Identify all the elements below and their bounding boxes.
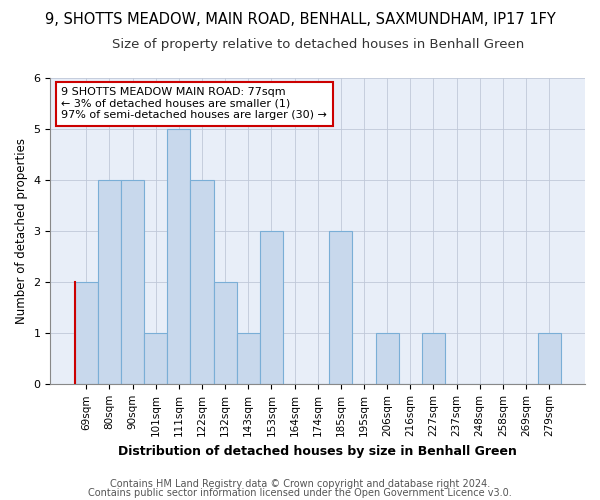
Bar: [144, 334, 167, 384]
Text: 9, SHOTTS MEADOW, MAIN ROAD, BENHALL, SAXMUNDHAM, IP17 1FY: 9, SHOTTS MEADOW, MAIN ROAD, BENHALL, SA…: [44, 12, 556, 28]
Bar: [75, 282, 98, 384]
Title: Size of property relative to detached houses in Benhall Green: Size of property relative to detached ho…: [112, 38, 524, 51]
Bar: [190, 180, 214, 384]
Y-axis label: Number of detached properties: Number of detached properties: [15, 138, 28, 324]
Bar: [376, 334, 399, 384]
Text: 9 SHOTTS MEADOW MAIN ROAD: 77sqm
← 3% of detached houses are smaller (1)
97% of : 9 SHOTTS MEADOW MAIN ROAD: 77sqm ← 3% of…: [61, 87, 327, 120]
Text: Contains HM Land Registry data © Crown copyright and database right 2024.: Contains HM Land Registry data © Crown c…: [110, 479, 490, 489]
Bar: [167, 129, 190, 384]
Bar: [214, 282, 237, 384]
Bar: [422, 334, 445, 384]
Bar: [329, 231, 352, 384]
Bar: [538, 334, 561, 384]
Text: Contains public sector information licensed under the Open Government Licence v3: Contains public sector information licen…: [88, 488, 512, 498]
Bar: [260, 231, 283, 384]
Bar: [98, 180, 121, 384]
X-axis label: Distribution of detached houses by size in Benhall Green: Distribution of detached houses by size …: [118, 444, 517, 458]
Bar: [121, 180, 144, 384]
Bar: [237, 334, 260, 384]
